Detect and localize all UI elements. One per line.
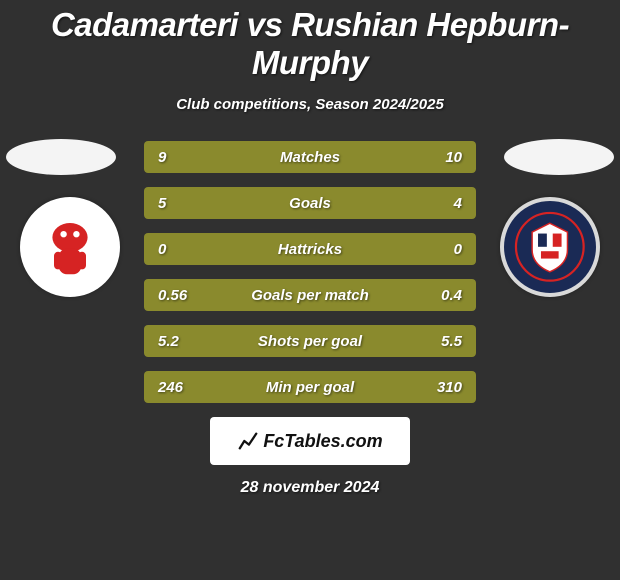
stat-left-value: 0 <box>158 241 202 258</box>
stat-label: Goals per match <box>251 287 369 304</box>
stat-left-value: 5 <box>158 195 202 212</box>
stats-table: 9 Matches 10 5 Goals 4 0 Hattricks 0 0.5… <box>144 141 476 403</box>
club-badge-left <box>20 197 120 297</box>
stat-row: 0 Hattricks 0 <box>144 233 476 265</box>
stat-left-value: 0.56 <box>158 287 202 304</box>
stat-label: Shots per goal <box>258 333 362 350</box>
stat-label: Goals <box>289 195 331 212</box>
crawley-town-icon <box>513 210 587 284</box>
fctables-watermark: FcTables.com <box>210 417 410 465</box>
stat-right-value: 10 <box>418 149 462 166</box>
player-left-silhouette <box>6 139 116 175</box>
comparison-body: 9 Matches 10 5 Goals 4 0 Hattricks 0 0.5… <box>0 141 620 497</box>
stat-label: Hattricks <box>278 241 342 258</box>
stat-left-value: 246 <box>158 379 202 396</box>
stat-right-value: 0.4 <box>418 287 462 304</box>
stat-row: 246 Min per goal 310 <box>144 371 476 403</box>
stat-right-value: 0 <box>418 241 462 258</box>
stat-label: Min per goal <box>266 379 354 396</box>
stat-right-value: 4 <box>418 195 462 212</box>
lincoln-city-icon <box>30 207 110 287</box>
stat-row: 0.56 Goals per match 0.4 <box>144 279 476 311</box>
stat-left-value: 9 <box>158 149 202 166</box>
stat-right-value: 5.5 <box>418 333 462 350</box>
fctables-label: FcTables.com <box>263 431 382 452</box>
stat-row: 9 Matches 10 <box>144 141 476 173</box>
comparison-subtitle: Club competitions, Season 2024/2025 <box>0 96 620 113</box>
chart-icon <box>237 430 259 452</box>
stat-label: Matches <box>280 149 340 166</box>
stat-left-value: 5.2 <box>158 333 202 350</box>
comparison-date: 28 november 2024 <box>0 479 620 497</box>
stat-row: 5.2 Shots per goal 5.5 <box>144 325 476 357</box>
player-right-silhouette <box>504 139 614 175</box>
club-badge-right <box>500 197 600 297</box>
stat-row: 5 Goals 4 <box>144 187 476 219</box>
stat-right-value: 310 <box>418 379 462 396</box>
comparison-title: Cadamarteri vs Rushian Hepburn-Murphy <box>0 0 620 82</box>
